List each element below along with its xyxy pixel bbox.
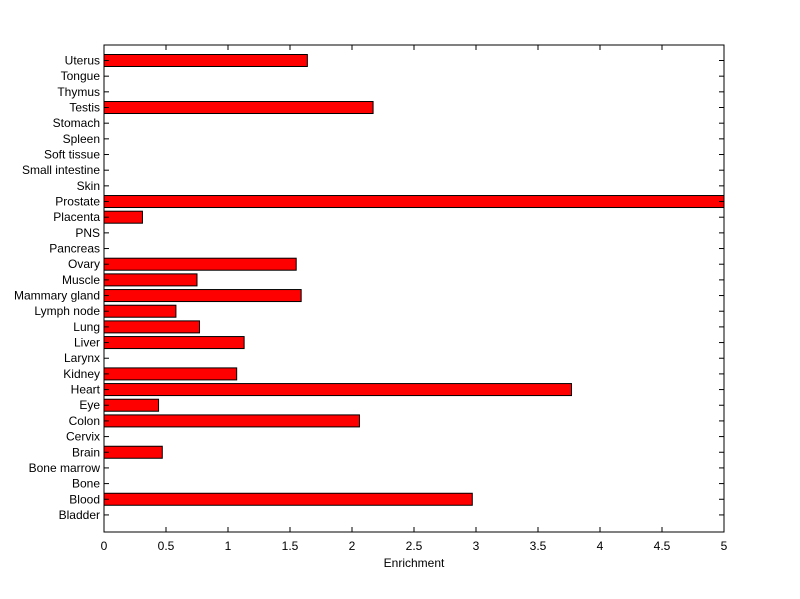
bar-placenta	[103, 210, 143, 224]
x-tick-label: 1	[225, 539, 232, 553]
bar-uterus	[103, 54, 308, 67]
y-tick-label: Thymus	[57, 85, 100, 99]
x-tick-label: 3.5	[530, 539, 547, 553]
bar-colon	[103, 414, 360, 428]
y-tick-label: Placenta	[53, 210, 100, 224]
y-tick-label: Ovary	[68, 257, 100, 271]
bar-lung	[103, 320, 200, 334]
x-tick-label: 0	[101, 539, 108, 553]
y-tick-label: Blood	[69, 492, 100, 506]
x-tick-label: 2	[349, 539, 356, 553]
y-tick-label: Prostate	[55, 195, 100, 209]
bar-testis	[103, 101, 374, 115]
bar-heart	[103, 383, 572, 397]
y-tick-label: Brain	[72, 445, 100, 459]
bar-muscle	[103, 273, 198, 287]
plot-area	[104, 45, 724, 532]
y-tick-label: Testis	[69, 101, 100, 115]
x-tick-label: 3	[473, 539, 480, 553]
y-tick-label: Uterus	[65, 54, 100, 68]
y-tick-label: Liver	[74, 336, 100, 350]
y-tick-label: Bone	[72, 477, 100, 491]
y-tick-label: Stomach	[53, 116, 100, 130]
y-tick-label: Muscle	[62, 273, 100, 287]
x-tick-label: 5	[721, 539, 728, 553]
y-tick-label: Tongue	[61, 69, 101, 83]
y-tick-label: Cervix	[66, 430, 100, 444]
y-tick-label: PNS	[75, 226, 100, 240]
x-tick-label: 2.5	[406, 539, 423, 553]
y-tick-label: Lymph node	[34, 304, 100, 318]
x-tick-label: 4.5	[654, 539, 671, 553]
x-tick-label: 4	[597, 539, 604, 553]
bar-blood	[103, 492, 473, 506]
bar-prostate	[103, 195, 725, 209]
y-tick-label: Mammary gland	[14, 289, 100, 303]
bar-ovary	[103, 257, 297, 271]
y-tick-label: Pancreas	[49, 242, 100, 256]
y-tick-label: Bladder	[59, 508, 100, 522]
y-tick-label: Heart	[71, 383, 101, 397]
y-tick-label: Larynx	[64, 351, 100, 365]
y-tick-label: Spleen	[63, 132, 100, 146]
y-tick-label: Kidney	[63, 367, 100, 381]
x-tick-labels: 0 0.5 1 1.5 2 2.5 3 3.5 4 4.5 5	[101, 539, 728, 553]
y-tick-label: Skin	[77, 179, 100, 193]
bar-eye	[103, 398, 160, 412]
bar-kidney	[103, 367, 238, 381]
bar-mammary-gland	[103, 289, 302, 303]
y-tick-label: Small intestine	[22, 163, 100, 177]
y-tick-label: Soft tissue	[44, 148, 100, 162]
x-tick-label: 1.5	[282, 539, 299, 553]
bar-brain	[103, 445, 163, 459]
ticks-group	[103, 45, 725, 532]
x-tick-label: 0.5	[158, 539, 175, 553]
x-axis-label: Enrichment	[384, 556, 445, 570]
y-tick-label: Bone marrow	[29, 461, 101, 475]
y-tick-label: Colon	[69, 414, 100, 428]
bar-lymph-node	[103, 304, 177, 318]
y-tick-label: Eye	[79, 398, 100, 412]
bar-liver	[103, 336, 245, 350]
axes-frame	[103, 44, 725, 533]
y-tick-label: Lung	[73, 320, 100, 334]
